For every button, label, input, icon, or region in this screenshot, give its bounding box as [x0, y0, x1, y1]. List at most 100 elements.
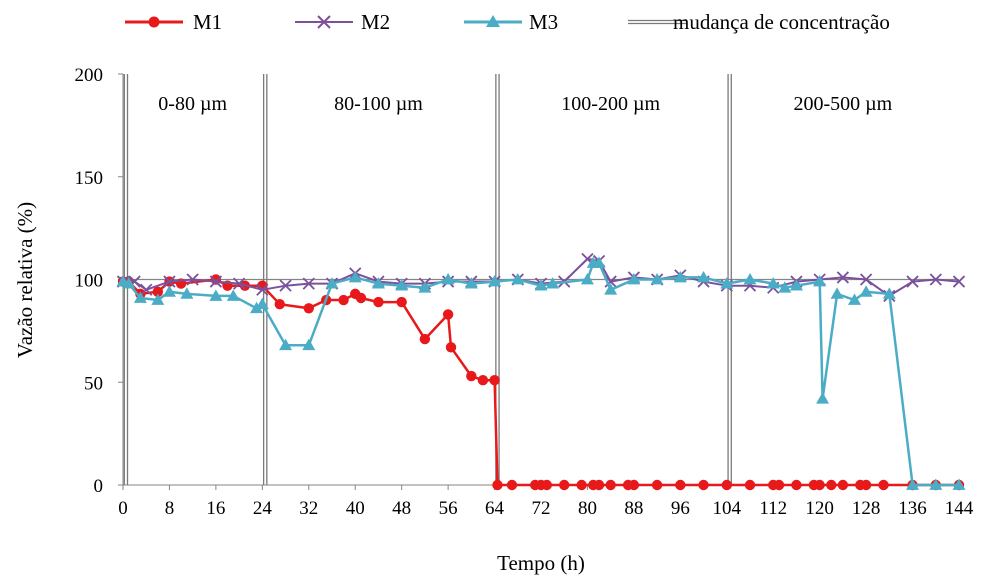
y-tick-label: 100 [75, 271, 104, 292]
series-m1-point [576, 479, 587, 491]
series-m1-point [338, 294, 349, 306]
series-m1-point [442, 309, 454, 320]
series-m1-point [419, 333, 431, 345]
series-m3-point [371, 277, 385, 289]
legend-item-m2: M2 [295, 10, 390, 34]
series-m3-point [604, 283, 618, 295]
region-label: 0-80 µm [158, 93, 227, 115]
series-m3-point [226, 289, 240, 301]
series-m2-point [256, 283, 269, 296]
series-m1-point [698, 479, 709, 491]
series-m3-point [302, 338, 316, 351]
series-m1-point [826, 479, 837, 491]
series-m3-point [279, 338, 293, 351]
x-tick-label: 72 [532, 498, 551, 519]
legend-item-concentration-change: mudança de concentração [628, 10, 890, 34]
region-label: 200-500 µm [794, 93, 893, 115]
region-labels: 0-80 µm 80-100 µm 100-200 µm 200-500 µm [158, 93, 892, 115]
series-m3-point [348, 270, 362, 283]
x-axis-title: Tempo (h) [497, 551, 585, 575]
series-m3-point [418, 281, 432, 293]
series-m3-point [162, 285, 176, 297]
series-m1-point [541, 479, 553, 491]
y-tick-label: 0 [94, 476, 104, 497]
series-m1-point [210, 274, 222, 285]
legend-m1-marker [148, 16, 160, 28]
x-axis-ticks: 0 8 16 24 32 40 48 56 64 72 80 88 96 104 112 120 128 136 1… [118, 485, 974, 519]
legend-m2-label: M2 [361, 10, 390, 34]
legend-m2-marker [317, 15, 331, 29]
series-m2-point [906, 275, 919, 288]
series-m1-point [303, 303, 314, 314]
series-m3-point [464, 277, 478, 289]
series-m3-point [325, 277, 339, 289]
series-m3-point [627, 273, 641, 285]
series-m2-point [163, 275, 176, 288]
x-tick-label: 128 [852, 498, 881, 519]
series-m3-point [133, 291, 147, 303]
series-m1-point [396, 296, 407, 308]
x-tick-label: 144 [945, 498, 974, 519]
series-m3-point [789, 279, 803, 291]
series-m3 [116, 256, 966, 490]
series-m3-point [592, 256, 606, 268]
series-m3-point [743, 273, 757, 285]
x-tick-label: 32 [299, 498, 318, 519]
series-m1-point [860, 479, 872, 491]
series-m1-point [878, 479, 889, 491]
x-tick-label: 56 [439, 498, 458, 519]
series-m3-point [122, 277, 136, 289]
y-axis-title: Vazão relativa (%) [13, 202, 37, 358]
x-tick-label: 0 [118, 498, 128, 519]
series-m2-point [859, 273, 873, 286]
legend-concentration-label: mudança de concentração [673, 10, 890, 34]
series-m1-point [477, 374, 489, 386]
series-m2-point [232, 277, 246, 290]
series-m1-point [651, 479, 663, 491]
series-m1-point [492, 479, 503, 491]
series-m3-point [580, 273, 594, 285]
x-tick-label: 48 [392, 498, 411, 519]
x-tick-label: 40 [346, 498, 365, 519]
series-m1-point [744, 479, 756, 491]
region-label: 100-200 µm [561, 93, 660, 115]
x-tick-label: 16 [206, 498, 225, 519]
series-m1-point [675, 479, 686, 491]
x-tick-label: 80 [578, 498, 597, 519]
series-m1-point [814, 479, 825, 491]
series-m1-point [791, 479, 802, 491]
series-m1-point [605, 479, 616, 491]
series-m3-point [813, 275, 827, 287]
legend-item-m3: M3 [464, 10, 558, 34]
series-m1-point [593, 479, 605, 491]
series-m1-point [506, 479, 518, 491]
series-m3-point [952, 478, 966, 490]
series-m3-point [180, 287, 194, 299]
y-tick-label: 200 [75, 65, 104, 86]
series-m3-point [720, 277, 734, 289]
series-m1-point [628, 479, 640, 491]
y-axis-ticks: 0 50 100 150 200 [75, 65, 123, 497]
series-m1-point [466, 370, 477, 382]
legend-m1-label: M1 [193, 10, 222, 34]
series-m3-point [441, 273, 455, 285]
x-tick-label: 8 [165, 498, 175, 519]
series-m3-point [673, 270, 687, 283]
series-m3-point [255, 297, 269, 310]
series-m3-point [534, 279, 548, 291]
x-tick-label: 112 [759, 498, 787, 519]
series-m1-point [721, 479, 732, 491]
series-m3-point [488, 275, 502, 287]
series-layer [116, 252, 966, 491]
series-m3-point [882, 287, 896, 299]
series-m2-point [186, 273, 199, 286]
series-m2-point [604, 275, 617, 288]
legend-item-m1: M1 [125, 10, 222, 34]
series-m3-point [395, 279, 409, 291]
x-tick-label: 88 [624, 498, 643, 519]
series-m1-point [373, 296, 384, 308]
y-tick-label: 150 [75, 168, 104, 189]
series-m3-point [848, 293, 861, 305]
legend: M1 M2 M3 mudança de concentração [125, 10, 890, 34]
